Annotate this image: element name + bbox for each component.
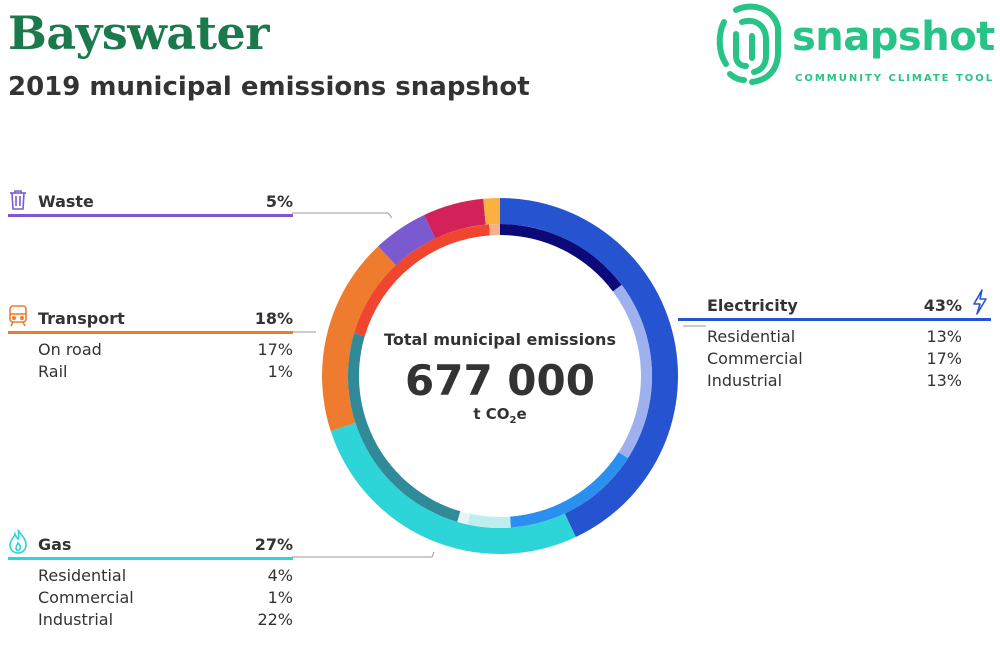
logo-wordmark: snapshot [792,14,995,60]
sub-row: Commercial 1% [8,588,293,610]
sector-electricity: Electricity 43% Residential 13% Commercia… [678,289,991,393]
sub-label: Industrial [707,371,783,390]
sector-name: Waste [38,192,94,211]
sub-percent: 13% [926,327,962,346]
sub-percent: 17% [926,349,962,368]
sub-percent: 17% [257,340,293,359]
trash-bin-icon [10,190,26,210]
donut-subslice-transport-rail [489,224,500,236]
page-subtitle: 2019 municipal emissions snapshot [8,72,530,102]
sector-percent: 5% [265,192,293,211]
sub-percent: 4% [267,566,293,585]
unit-subscript: 2 [510,415,517,426]
sub-row: Industrial 22% [8,610,293,632]
snapshot-logo: snapshot COMMUNITY CLIMATE TOOL [712,0,1000,90]
outer-ring [322,198,678,554]
donut-slice-gas [330,422,576,554]
sub-percent: 1% [267,588,293,607]
sub-label: Residential [707,327,796,346]
fingerprint-swirl-icon [716,3,781,85]
donut-subslice-electricity-residential [500,224,622,292]
train-icon [9,305,27,327]
sub-label: Industrial [38,610,114,629]
flame-icon [9,529,27,554]
sub-percent: 13% [926,371,962,390]
sub-row: Residential 13% [678,327,991,349]
sub-label: Residential [38,566,127,585]
sub-row: Rail 1% [8,362,293,384]
lightning-bolt-icon [973,289,987,315]
donut-slice-transport [322,246,396,432]
sector-percent: 43% [923,296,962,315]
donut-slice-unlabelled-5 [483,198,500,225]
sector-waste: Waste 5% [8,188,293,217]
leader-line-waste [292,212,393,219]
sub-label: Commercial [38,588,134,607]
unit-suffix: e [516,405,526,423]
donut-subslice-transport-on-road [354,224,490,337]
sub-label: On road [38,340,102,359]
sector-gas: Gas 27% Residential 4% Commercial 1% Indus… [8,529,293,632]
logo-tagline: COMMUNITY CLIMATE TOOL [795,73,995,84]
sub-row: Residential 4% [8,566,293,588]
center-total: 677 000 [405,356,595,405]
center-unit: t CO2e [473,405,526,426]
donut-slice-waste [378,214,436,266]
sub-label: Commercial [707,349,803,368]
inner-ring [348,224,652,528]
sub-row: Commercial 17% [678,349,991,371]
donut-subslice-electricity-industrial [510,452,628,528]
leader-line-gas [292,551,435,558]
donut-subslice-gas-commercial [457,511,471,525]
sub-row: On road 17% [8,340,293,362]
sector-name: Gas [38,535,72,554]
sector-percent: 18% [254,309,293,328]
sub-percent: 1% [267,362,293,381]
sector-name: Electricity [707,296,798,315]
sub-percent: 22% [257,610,293,629]
sector-percent: 27% [254,535,293,554]
sub-row: Industrial 13% [678,371,991,393]
page-title: Bayswater [8,6,269,60]
center-label: Total municipal emissions [384,330,616,349]
leader-lines [292,212,706,558]
sub-label: Rail [38,362,68,381]
unit-prefix: t CO [473,405,509,423]
donut-slice-electricity [500,198,678,538]
donut-slice-unlabelled-4 [424,198,486,239]
donut-subslice-gas-industrial [348,333,461,522]
donut-subslice-electricity-commercial [612,284,652,459]
sector-name: Transport [38,309,125,328]
sector-transport: Transport 18% On road 17% Rail 1% [8,305,293,384]
donut-subslice-gas-residential [467,513,511,528]
